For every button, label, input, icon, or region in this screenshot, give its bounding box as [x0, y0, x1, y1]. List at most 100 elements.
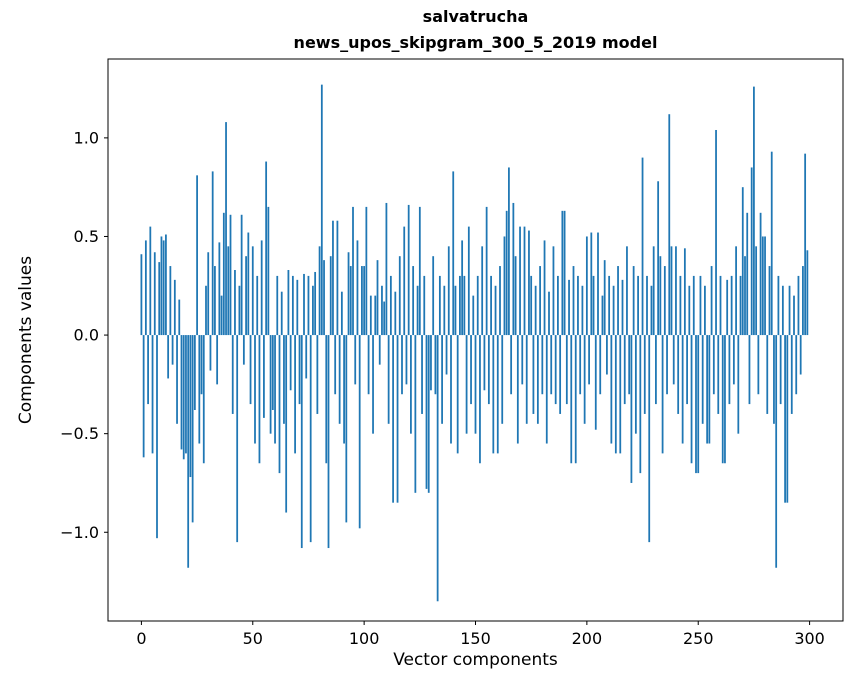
bar [619, 335, 622, 454]
bar [265, 161, 268, 336]
bar [160, 236, 163, 336]
bar [465, 335, 468, 434]
bar [717, 335, 720, 414]
bar [356, 240, 359, 336]
bar [655, 335, 657, 405]
bar [788, 285, 791, 336]
bar [334, 335, 337, 395]
bar [606, 335, 608, 375]
bar [795, 335, 798, 395]
bar [768, 266, 771, 336]
bar [432, 256, 435, 336]
bar [563, 210, 566, 336]
bar [554, 335, 557, 405]
bar [298, 335, 301, 405]
bar [173, 279, 176, 336]
bar [601, 295, 604, 336]
y-tick-label: 1.0 [74, 128, 99, 147]
bar [229, 214, 232, 336]
bar [781, 285, 784, 336]
bar [238, 285, 241, 336]
bar [329, 256, 332, 336]
bar [218, 242, 221, 336]
bar [753, 86, 755, 336]
bar [144, 240, 147, 336]
bar [579, 335, 582, 395]
bar [231, 335, 234, 414]
bar [205, 285, 207, 336]
y-tick-label: 0.5 [74, 227, 99, 246]
bar [283, 335, 285, 424]
bar [793, 295, 795, 336]
bar [361, 266, 363, 336]
bar [191, 335, 194, 523]
bar [572, 266, 575, 336]
bar [603, 260, 606, 336]
y-tick-label: −1.0 [60, 523, 99, 542]
bar [156, 335, 158, 539]
bar [416, 285, 419, 336]
bar [345, 335, 348, 523]
x-tick-label: 250 [683, 629, 714, 648]
x-axis-label: Vector components [393, 650, 558, 670]
bar [501, 335, 504, 424]
bar [699, 275, 702, 336]
bar [452, 171, 455, 336]
bar [271, 335, 274, 410]
bar [472, 295, 475, 336]
bar [617, 266, 619, 336]
y-tick-label: −0.5 [60, 424, 99, 443]
bar [710, 266, 713, 336]
bar [583, 335, 586, 424]
bar [349, 266, 352, 336]
bar [193, 335, 196, 410]
bar [777, 275, 780, 336]
bar [581, 285, 584, 336]
bar [514, 256, 517, 336]
bar [536, 335, 539, 424]
bar [786, 335, 789, 503]
bar [167, 335, 170, 379]
bar [746, 212, 749, 336]
bar [701, 335, 704, 424]
bar [695, 335, 697, 474]
bar [314, 271, 317, 336]
bar [396, 335, 399, 503]
bar [494, 285, 497, 336]
bar [704, 285, 706, 336]
bar [209, 335, 212, 371]
bar [412, 266, 415, 336]
bar [369, 295, 372, 336]
bar [728, 335, 731, 405]
bar [608, 275, 611, 336]
bar [242, 335, 245, 365]
bar [198, 335, 201, 444]
bar [249, 335, 252, 405]
bar [467, 226, 470, 336]
bar [294, 335, 296, 454]
bar [153, 252, 156, 336]
bar [267, 206, 270, 336]
bar [214, 266, 216, 336]
bar [773, 335, 775, 424]
bar [561, 210, 564, 336]
bar [632, 266, 635, 336]
bar [385, 202, 388, 336]
x-tick-label: 50 [243, 629, 263, 648]
bar [479, 335, 481, 464]
bar [672, 335, 675, 385]
bar [450, 335, 452, 444]
bar [318, 246, 321, 336]
bar [365, 206, 368, 336]
bar [211, 171, 214, 336]
bar [454, 285, 457, 336]
bar [200, 335, 203, 395]
bar [372, 335, 374, 434]
bar [207, 252, 210, 336]
bar [367, 335, 370, 395]
bar [585, 236, 588, 336]
bar [739, 275, 742, 336]
bar [434, 335, 437, 395]
bar [770, 151, 773, 336]
